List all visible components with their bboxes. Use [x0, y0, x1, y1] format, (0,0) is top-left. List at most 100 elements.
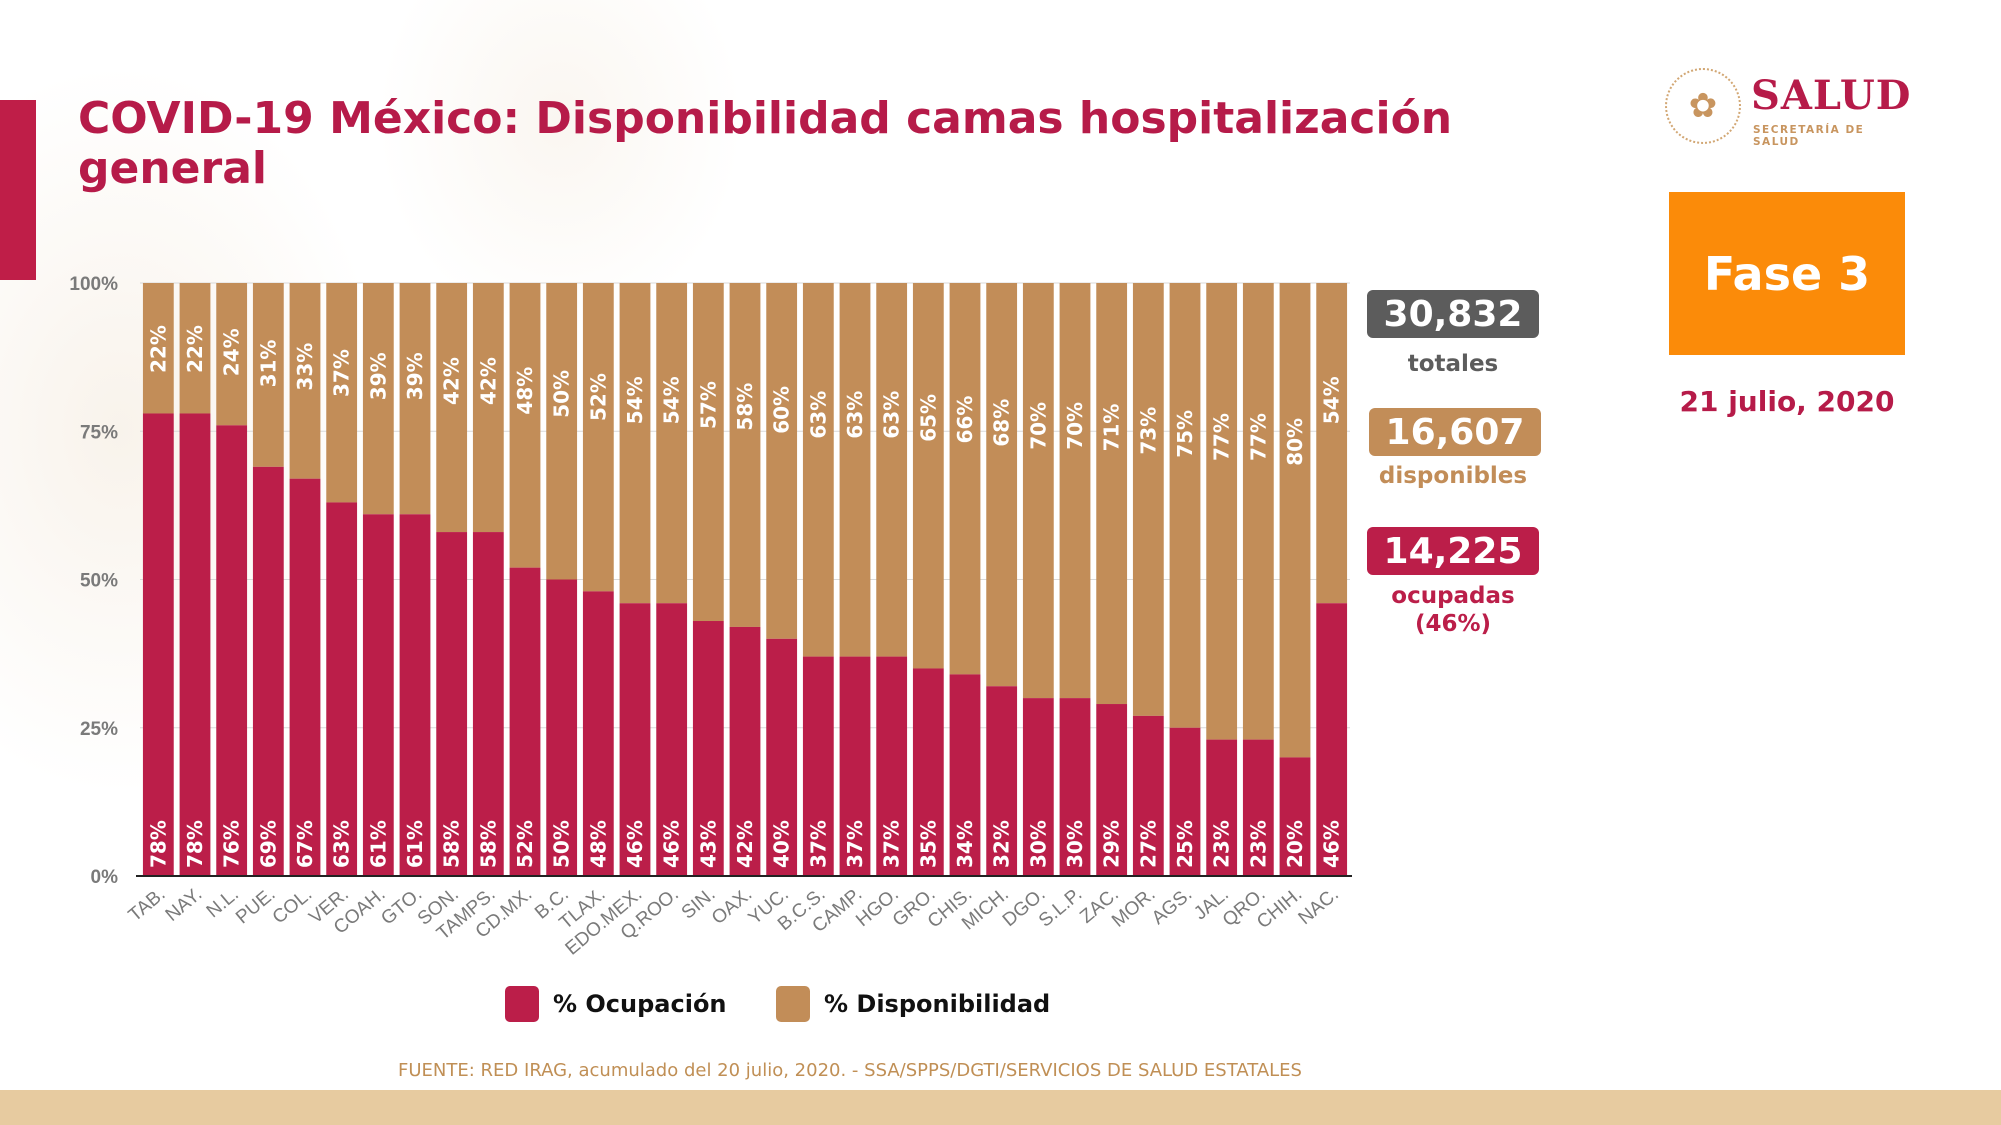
bar-availability: [729, 283, 761, 627]
bar-label-occupation: 37%: [880, 820, 904, 868]
bar-occupation: [326, 502, 358, 876]
available-beds-label: disponibles: [1378, 463, 1528, 489]
bar-occupation: [362, 514, 394, 876]
bar-label-availability: 42%: [476, 357, 500, 405]
bar-label-availability: 73%: [1136, 407, 1160, 455]
bar-label-occupation: 76%: [220, 820, 244, 868]
bar-occupation: [839, 656, 871, 876]
y-tick-label: 75%: [80, 422, 118, 443]
bar-occupation: [216, 425, 248, 876]
bar-availability: [326, 283, 358, 503]
logo-brand: SALUD: [1751, 72, 1912, 119]
legend-swatch-occupation: [505, 986, 539, 1022]
bar-availability: [619, 283, 651, 604]
bar-availability: [1132, 283, 1164, 716]
bar-availability: [399, 283, 431, 515]
bar-label-availability: 50%: [550, 370, 574, 418]
y-axis: 0% 25% 50% 75% 100%: [69, 274, 118, 888]
bar-label-occupation: 40%: [770, 820, 794, 868]
bar-availability: [1206, 283, 1238, 740]
bar-label-occupation: 42%: [733, 820, 757, 868]
bar-occupation: [179, 413, 211, 876]
bar-occupation: [399, 514, 431, 876]
bar-availability: [766, 283, 798, 639]
bar-occupation: [876, 656, 908, 876]
bar-occupation: [729, 626, 761, 876]
bar-label-occupation: 61%: [403, 820, 427, 868]
bar-label-occupation: 30%: [1063, 820, 1087, 868]
bar-availability: [436, 283, 468, 533]
bar-label-occupation: 46%: [660, 820, 684, 868]
legend-availability: % Disponibilidad: [776, 986, 1050, 1022]
bar-label-occupation: 48%: [586, 820, 610, 868]
x-tick-label: S.L.P.: [1035, 884, 1086, 932]
bar-label-availability: 63%: [806, 391, 830, 439]
bar-label-availability: 54%: [660, 376, 684, 424]
x-tick-label: AGS.: [1148, 884, 1196, 929]
bar-availability: [1279, 283, 1311, 758]
x-tick-label: MOR.: [1108, 884, 1160, 932]
bar-occupation: [509, 567, 541, 876]
bar-availability: [802, 283, 834, 657]
page-title: COVID-19 México: Disponibilidad camas ho…: [78, 93, 1453, 194]
bar-availability: [546, 283, 578, 580]
bar-availability: [1169, 283, 1201, 728]
total-beds-badge: 30,832: [1367, 290, 1539, 338]
legend-swatch-availability: [776, 986, 810, 1022]
bar-occupation: [1242, 739, 1274, 876]
bar-occupation: [1096, 704, 1128, 876]
bar-label-availability: 31%: [256, 340, 280, 388]
total-beds-label: totales: [1407, 351, 1499, 377]
x-tick-label: COL.: [269, 884, 316, 929]
footer-band: [0, 1090, 2001, 1125]
bar-occupation: [986, 686, 1018, 876]
bar-label-occupation: 46%: [1320, 820, 1344, 868]
bar-label-availability: 22%: [146, 325, 170, 373]
x-tick-label: TAB.: [125, 884, 170, 926]
bar-label-availability: 24%: [220, 328, 244, 376]
bar-availability: [216, 283, 248, 426]
bar-label-availability: 68%: [990, 399, 1014, 447]
bar-label-occupation: 20%: [1283, 820, 1307, 868]
bar-occupation: [912, 668, 944, 876]
salud-logo: ✿ SALUD SECRETARÍA DE SALUD: [1665, 66, 1910, 150]
bar-label-occupation: 78%: [146, 820, 170, 868]
bar-label-occupation: 58%: [440, 820, 464, 868]
bar-occupation: [1132, 715, 1164, 876]
bar-label-occupation: 46%: [623, 820, 647, 868]
bar-label-occupation: 25%: [1173, 820, 1197, 868]
bar-label-occupation: 63%: [330, 820, 354, 868]
bar-availability: [1096, 283, 1128, 705]
bar-label-occupation: 27%: [1136, 820, 1160, 868]
bar-availability: [1316, 283, 1348, 604]
bar-label-occupation: 61%: [366, 820, 390, 868]
bar-availability: [179, 283, 211, 414]
bar-label-availability: 52%: [586, 373, 610, 421]
bar-availability: [582, 283, 614, 592]
bar-occupation: [949, 674, 981, 876]
bar-availability: [876, 283, 908, 657]
y-tick-label: 0%: [91, 867, 119, 888]
bar-occupation: [1316, 603, 1348, 876]
bar-label-availability: 66%: [953, 396, 977, 444]
bar-label-availability: 65%: [916, 394, 940, 442]
bar-label-availability: 54%: [623, 376, 647, 424]
bar-label-availability: 77%: [1246, 413, 1270, 461]
bar-availability: [142, 283, 174, 414]
bar-occupation: [1279, 757, 1311, 876]
bar-label-availability: 37%: [330, 349, 354, 397]
bar-occupation: [142, 413, 174, 876]
bar-availability: [692, 283, 724, 622]
bar-label-occupation: 30%: [1026, 820, 1050, 868]
source-note: FUENTE: RED IRAG, acumulado del 20 julio…: [398, 1060, 1302, 1081]
x-tick-label: NAY.: [162, 884, 207, 926]
bar-occupation: [252, 466, 284, 876]
bar-label-availability: 60%: [770, 386, 794, 434]
bar-occupation: [692, 621, 724, 876]
bar-occupation: [1059, 698, 1091, 876]
occupied-label-text: ocupadas: [1391, 583, 1515, 609]
bar-label-occupation: 37%: [843, 820, 867, 868]
bar-label-occupation: 23%: [1246, 820, 1270, 868]
bar-availability: [509, 283, 541, 568]
coat-of-arms-icon: ✿: [1665, 68, 1741, 144]
